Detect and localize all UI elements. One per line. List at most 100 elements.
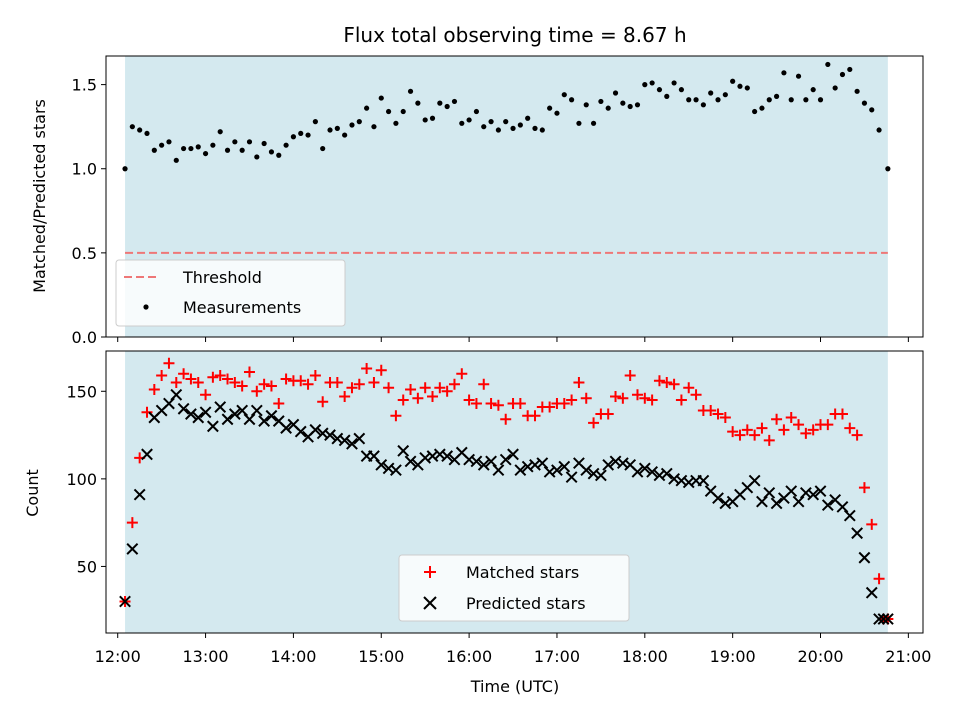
bottom-y-tick-label: 150 <box>66 382 97 401</box>
matched-star-point <box>178 368 190 380</box>
measurement-point <box>232 139 238 145</box>
measurement-point <box>547 105 553 111</box>
matched-star-point <box>588 417 600 429</box>
legend-measurements-swatch <box>143 304 149 310</box>
matched-star-point <box>624 370 636 382</box>
matched-star-point <box>675 394 687 406</box>
measurement-point <box>429 115 436 121</box>
predicted-star-point <box>294 425 307 438</box>
measurement-point <box>730 78 736 84</box>
measurement-point <box>210 142 216 148</box>
predicted-star-point <box>877 613 890 625</box>
measurement-point <box>876 127 882 133</box>
measurement-point <box>451 98 458 105</box>
measurement-point <box>444 103 450 110</box>
bottom-legend: Matched stars Predicted stars <box>398 554 630 622</box>
predicted-star-point <box>192 411 205 424</box>
matched-star-point <box>573 377 585 389</box>
measurement-point <box>488 119 494 125</box>
measurement-point <box>832 85 838 91</box>
predicted-star-point <box>221 413 234 426</box>
predicted-star-point <box>881 613 894 625</box>
predicted-star-point <box>177 402 190 415</box>
matched-star-point <box>295 375 307 387</box>
matched-star-point <box>222 373 234 385</box>
matched-star-point <box>156 370 168 382</box>
predicted-star-point <box>594 469 607 482</box>
matched-star-point <box>807 424 819 436</box>
measurement-point <box>869 107 875 113</box>
measurement-point <box>364 105 370 111</box>
bottom-y-axis: 50 100 150 <box>66 382 106 576</box>
predicted-star-point <box>236 404 249 417</box>
predicted-star-point <box>470 455 483 468</box>
predicted-star-point <box>631 465 644 478</box>
measurement-point <box>459 120 465 126</box>
predicted-star-point <box>338 434 351 447</box>
measurement-point <box>495 127 501 133</box>
matched-star-point <box>383 382 395 394</box>
predicted-star-point <box>499 453 512 466</box>
measurement-point <box>378 95 384 101</box>
predicted-star-point <box>858 551 871 564</box>
matched-star-point <box>514 398 526 410</box>
measurement-point <box>693 97 699 103</box>
matched-star-point <box>749 429 761 441</box>
top-y-tick-label: 1.0 <box>72 160 97 179</box>
matched-star-point <box>126 517 138 529</box>
predicted-star-point <box>558 460 571 473</box>
measurement-point <box>795 73 802 79</box>
measurement-point <box>642 82 648 88</box>
measurement-point <box>766 97 772 103</box>
matched-star-point <box>331 377 343 389</box>
measurement-point <box>400 108 406 115</box>
bottom-x-tick-label: 18:00 <box>622 647 668 666</box>
matched-star-point <box>456 368 468 380</box>
predicted-star-point <box>660 467 673 480</box>
matched-star-point <box>558 398 570 410</box>
legend-threshold-label: Threshold <box>182 268 262 287</box>
matched-star-point <box>375 364 387 376</box>
predicted-star-point <box>228 408 241 420</box>
predicted-star-point <box>324 429 336 441</box>
predicted-star-point <box>404 455 417 468</box>
matched-star-point <box>214 370 226 382</box>
measurement-point <box>715 97 721 103</box>
measurement-point <box>885 166 891 172</box>
bottom-x-tick-label: 20:00 <box>797 647 843 666</box>
bottom-x-tick-label: 17:00 <box>534 647 580 666</box>
measurement-point <box>188 145 194 152</box>
predicted-star-point <box>353 432 366 445</box>
predicted-star-point <box>843 509 856 522</box>
measurement-point <box>561 92 567 98</box>
matched-star-point <box>653 375 665 387</box>
predicted-star-point <box>507 448 519 461</box>
measurement-point <box>700 102 706 108</box>
predicted-star-point <box>199 406 212 419</box>
predicted-star-point <box>792 495 805 508</box>
predicted-star-point <box>214 401 227 413</box>
measurement-point <box>239 147 245 153</box>
bottom-x-tick-label: 21:00 <box>885 647 931 666</box>
matched-star-point <box>705 405 717 417</box>
matched-star-point <box>200 389 212 401</box>
matched-star-point <box>727 426 739 438</box>
predicted-star-point <box>646 465 659 478</box>
matched-star-point <box>185 373 197 385</box>
matched-star-point <box>822 419 834 431</box>
matched-star-point <box>448 378 460 390</box>
matched-star-point <box>683 382 695 394</box>
matched-star-point <box>141 406 153 418</box>
measurement-point <box>525 115 531 121</box>
measurement-point <box>327 127 333 133</box>
matched-star-point <box>397 394 409 406</box>
matched-star-point <box>756 422 768 434</box>
measurement-point <box>590 120 597 126</box>
matched-star-point <box>441 385 453 397</box>
matched-star-point <box>236 380 248 392</box>
measurement-point <box>649 80 655 86</box>
predicted-star-point <box>397 444 410 457</box>
top-y-tick-label: 0.5 <box>72 244 97 263</box>
measurement-point <box>276 152 282 158</box>
